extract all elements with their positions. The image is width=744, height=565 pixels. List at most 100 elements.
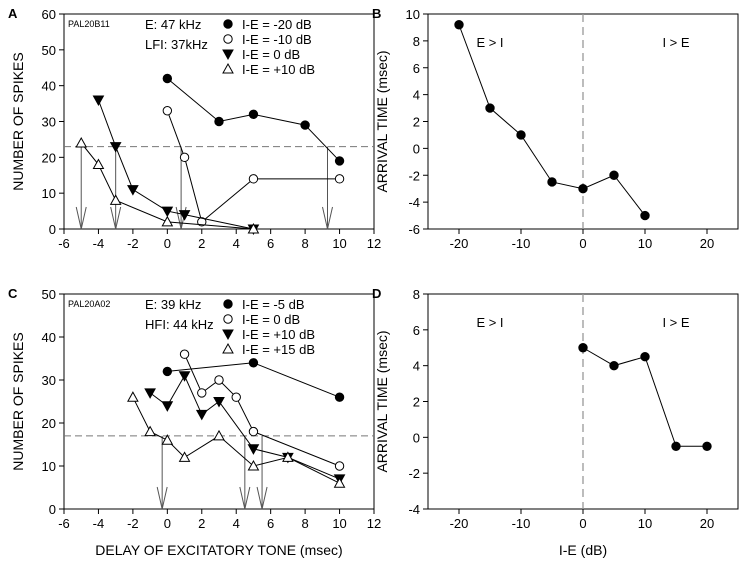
panel-label: C — [8, 286, 18, 301]
y-tick-label: 6 — [413, 323, 420, 338]
data-point — [248, 358, 259, 368]
y-tick-label: 8 — [413, 34, 420, 49]
x-tick-label: 2 — [198, 236, 205, 251]
data-point — [162, 73, 173, 84]
data-point — [75, 136, 88, 148]
x-tick-label: -6 — [58, 236, 70, 251]
stimulus-info: LFI: 37kHz — [145, 37, 208, 52]
data-point — [127, 391, 139, 402]
arrow — [322, 146, 333, 230]
data-point — [247, 444, 260, 455]
data-point — [161, 434, 174, 445]
legend-entry: I-E = 0 dB — [222, 47, 300, 62]
data-point — [144, 388, 156, 399]
legend-entry: I-E = +10 dB — [222, 62, 315, 77]
data-point — [671, 441, 681, 451]
x-tick-label: 20 — [700, 516, 714, 531]
series-line — [184, 353, 340, 467]
legend-label: I-E = +10 dB — [242, 62, 315, 77]
x-tick-label: 0 — [579, 516, 586, 531]
series-line — [167, 362, 340, 398]
x-tick-label: 0 — [164, 516, 171, 531]
x-tick-label: 12 — [367, 516, 381, 531]
legend-marker — [222, 342, 234, 354]
series — [162, 73, 345, 166]
series — [92, 95, 260, 236]
data-point — [334, 461, 345, 471]
data-point — [162, 366, 173, 377]
y-tick-label: 0 — [413, 430, 420, 445]
data-point — [516, 130, 526, 140]
legend-marker — [223, 19, 233, 29]
data-point — [609, 360, 619, 371]
data-point — [247, 222, 260, 234]
x-tick-label: -4 — [93, 236, 105, 251]
y-axis-label: ARRIVAL TIME (msec) — [374, 50, 390, 192]
data-point — [214, 116, 224, 127]
data-point — [333, 477, 346, 488]
data-point — [247, 459, 260, 471]
legend-marker — [222, 49, 234, 61]
series-line — [149, 374, 340, 480]
y-tick-label: 4 — [413, 88, 420, 103]
x-tick-label: 10 — [332, 516, 346, 531]
y-tick-label: -4 — [408, 502, 420, 517]
data-point — [231, 392, 241, 402]
region-label: E > I — [476, 35, 503, 50]
y-tick-label: 0 — [49, 502, 56, 517]
y-tick-label: 2 — [413, 395, 420, 410]
data-point — [178, 210, 191, 221]
x-tick-label: 10 — [638, 236, 652, 251]
y-tick-label: 10 — [42, 186, 56, 201]
data-point — [109, 142, 122, 153]
y-axis-label: ARRIVAL TIME (msec) — [374, 330, 390, 472]
series-line — [458, 24, 646, 216]
series — [578, 343, 712, 451]
dataset-tag: PAL20A02 — [68, 299, 110, 309]
x-tick-label: 20 — [700, 236, 714, 251]
data-point — [213, 429, 225, 441]
data-point — [334, 156, 345, 166]
legend-entry: I-E = +10 dB — [222, 327, 315, 342]
data-point — [248, 174, 259, 184]
stimulus-info: E: 47 kHz — [145, 17, 201, 32]
legend-entry: I-E = -5 dB — [223, 297, 305, 312]
x-tick-label: -2 — [127, 236, 139, 251]
data-point — [300, 120, 310, 130]
x-tick-label: -4 — [93, 516, 105, 531]
legend-label: I-E = -20 dB — [242, 17, 312, 32]
x-tick-label: 8 — [301, 236, 308, 251]
legend-marker — [223, 314, 233, 324]
y-tick-label: 30 — [42, 115, 56, 130]
series — [75, 136, 260, 234]
y-tick-label: 40 — [42, 330, 56, 345]
region-label: I > E — [662, 35, 689, 50]
y-tick-label: 0 — [49, 222, 56, 237]
arrow-head — [156, 486, 168, 510]
x-tick-label: -10 — [512, 236, 531, 251]
legend-entry: I-E = 0 dB — [223, 312, 300, 327]
series-line — [167, 78, 340, 162]
legend-label: I-E = +15 dB — [242, 342, 315, 357]
panel-label: A — [8, 6, 18, 21]
y-tick-label: 20 — [42, 150, 56, 165]
y-tick-label: 8 — [413, 287, 420, 302]
y-tick-label: 2 — [413, 115, 420, 130]
data-point — [485, 103, 495, 113]
x-tick-label: 10 — [638, 516, 652, 531]
arrow — [75, 146, 87, 230]
arrow-head — [239, 486, 251, 510]
panel-c: -6 -4 -2 0 2 4 6 8 10 12 0 10 20 30 40 50 C NUMBER OF SPI… — [8, 286, 381, 558]
x-tick-label: -20 — [450, 236, 469, 251]
data-point — [578, 343, 588, 353]
series — [179, 349, 345, 471]
data-point — [178, 451, 191, 462]
data-point — [161, 206, 174, 218]
x-tick-label: 6 — [267, 516, 274, 531]
x-tick-label: 6 — [267, 236, 274, 251]
data-point — [609, 170, 619, 180]
region-label: I > E — [662, 315, 689, 330]
data-point — [578, 183, 588, 194]
arrow — [110, 146, 122, 230]
